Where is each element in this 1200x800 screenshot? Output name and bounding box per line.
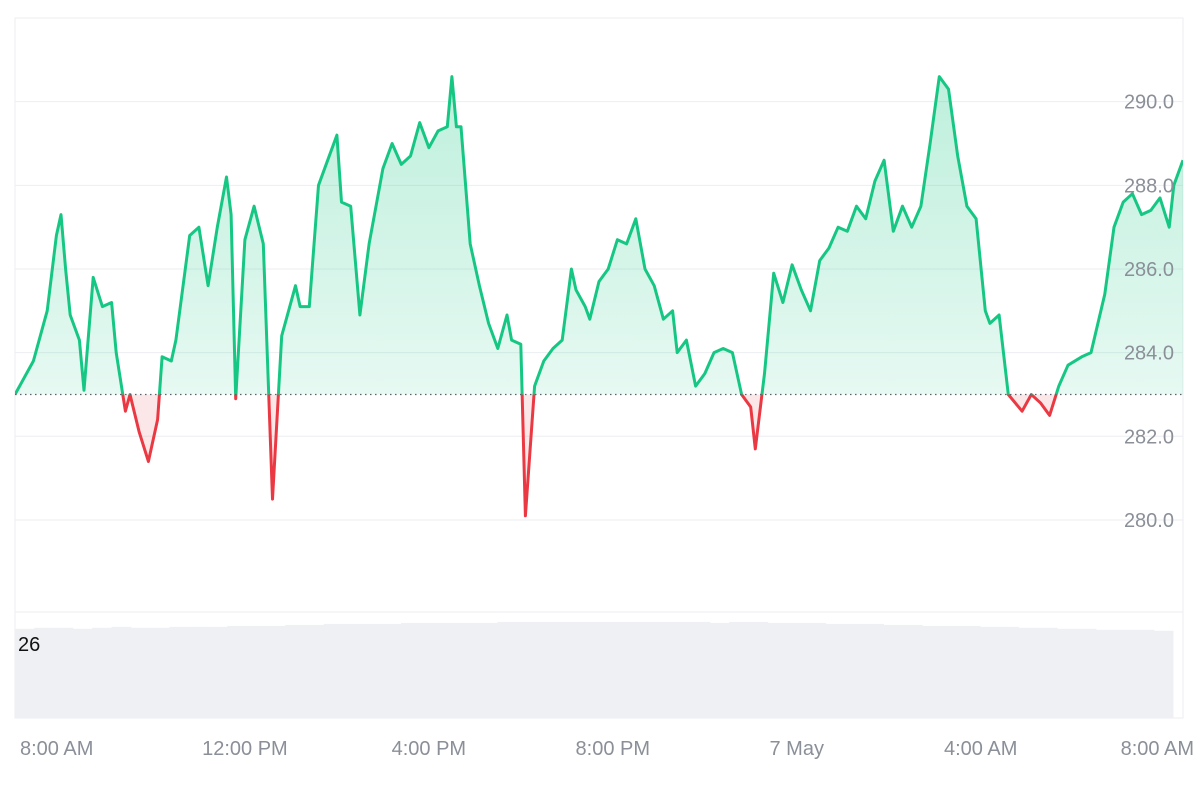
volume-bar bbox=[574, 621, 595, 718]
x-tick-label: 8:00 PM bbox=[576, 738, 650, 760]
x-tick-label: 12:00 PM bbox=[202, 738, 288, 760]
volume-bar bbox=[1134, 629, 1155, 718]
y-tick-label: 286.0 bbox=[1124, 259, 1174, 281]
volume-bar bbox=[825, 623, 846, 718]
y-tick-label: 280.0 bbox=[1124, 510, 1174, 532]
volume-bar bbox=[401, 622, 421, 718]
volume-label: 26 bbox=[18, 634, 40, 656]
volume-bar bbox=[844, 623, 865, 718]
volume-bar bbox=[34, 627, 55, 718]
volume-bar bbox=[323, 623, 344, 718]
volume-bar bbox=[208, 626, 228, 718]
volume-bar bbox=[227, 625, 248, 718]
volume-bar bbox=[787, 622, 807, 718]
volume-bar bbox=[1095, 629, 1116, 718]
x-tick-label: 7 May bbox=[769, 738, 823, 760]
volume-bar bbox=[1057, 628, 1077, 718]
volume-bar bbox=[72, 628, 93, 718]
volume-bar bbox=[497, 621, 518, 718]
volume-bar bbox=[439, 622, 460, 718]
y-tick-label: 282.0 bbox=[1124, 426, 1174, 448]
volume-bar bbox=[265, 625, 286, 718]
volume-bar bbox=[613, 621, 634, 718]
volume-bar bbox=[594, 621, 614, 718]
volume-bar bbox=[1037, 627, 1058, 718]
x-axis-ticks: 8:00 AM 12:00 PM 4:00 PM 8:00 PM 7 May 4:00 A… bbox=[20, 738, 1194, 760]
y-tick-label: 290.0 bbox=[1124, 92, 1174, 114]
volume-bar bbox=[516, 621, 537, 718]
volume-bar bbox=[362, 623, 383, 718]
volume-bar bbox=[246, 625, 267, 718]
price-line bbox=[15, 75, 1183, 518]
volume-bar bbox=[883, 624, 904, 718]
volume-bar bbox=[381, 623, 402, 718]
x-tick-label: 8:00 AM bbox=[20, 738, 93, 760]
volume-bar bbox=[748, 621, 769, 718]
volume-bar bbox=[651, 621, 672, 718]
volume-bar bbox=[980, 626, 1000, 718]
volume-bar bbox=[343, 623, 363, 718]
volume-bar bbox=[478, 622, 498, 718]
volume-bar bbox=[729, 621, 749, 718]
volume-bar bbox=[188, 626, 209, 718]
x-tick-label: 4:00 AM bbox=[944, 738, 1017, 760]
volume-bar bbox=[1115, 629, 1135, 718]
volume-bar bbox=[150, 627, 170, 718]
volume-bar bbox=[1076, 628, 1097, 718]
volume-bar bbox=[92, 627, 112, 718]
price-area bbox=[15, 76, 1183, 516]
x-tick-label: 4:00 PM bbox=[392, 738, 466, 760]
volume-bar bbox=[632, 621, 653, 718]
volume-bar bbox=[690, 621, 711, 718]
y-tick-label: 284.0 bbox=[1124, 343, 1174, 365]
volume-bar bbox=[111, 626, 132, 718]
volume-bar bbox=[671, 621, 691, 718]
volume-bar bbox=[767, 622, 788, 718]
volume-bar bbox=[960, 625, 981, 718]
volume-bars bbox=[15, 621, 1174, 718]
y-axis-ticks: 280.0 282.0 284.0 286.0 288.0 290.0 bbox=[1124, 92, 1174, 532]
volume-bar bbox=[1018, 627, 1039, 718]
volume-bar bbox=[999, 626, 1020, 718]
volume-bar bbox=[806, 622, 827, 718]
area-above-baseline bbox=[15, 76, 1183, 395]
volume-bar bbox=[420, 622, 441, 718]
volume-bar bbox=[709, 622, 730, 718]
volume-bar bbox=[864, 623, 884, 718]
volume-bar bbox=[285, 624, 305, 718]
volume-bar bbox=[555, 621, 576, 718]
volume-bar bbox=[1153, 630, 1174, 718]
volume-bar bbox=[130, 627, 151, 718]
volume-bar bbox=[458, 622, 479, 718]
volume-bar bbox=[902, 624, 923, 718]
volume-bar bbox=[536, 621, 556, 718]
y-tick-label: 288.0 bbox=[1124, 175, 1174, 197]
price-line-up bbox=[15, 75, 1183, 395]
volume-bar bbox=[169, 626, 190, 718]
volume-bar bbox=[922, 625, 942, 718]
volume-bar bbox=[304, 624, 325, 718]
volume-bar bbox=[941, 625, 962, 718]
volume-bar bbox=[53, 627, 74, 718]
volume-bar bbox=[15, 628, 35, 718]
x-tick-label: 8:00 AM bbox=[1121, 738, 1194, 760]
